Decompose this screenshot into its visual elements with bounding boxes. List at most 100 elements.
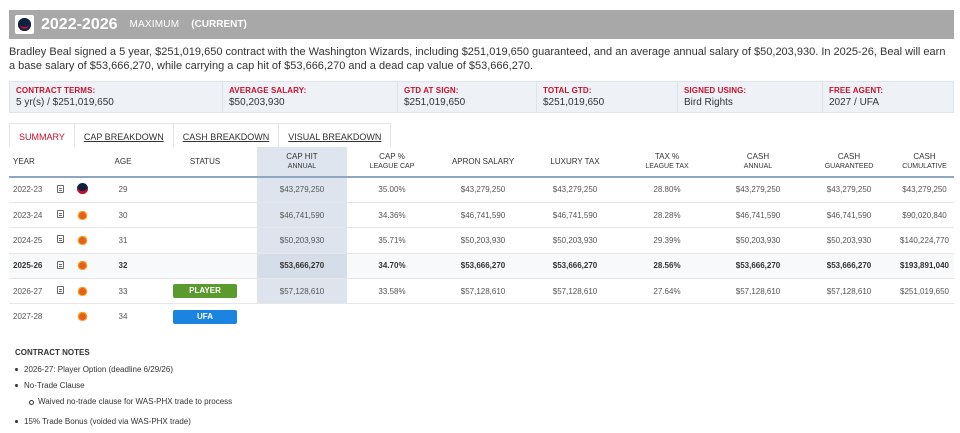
terms-signed-using: SIGNED USING: Bird Rights bbox=[678, 82, 823, 112]
terms-value: Bird Rights bbox=[684, 97, 733, 108]
row-age: 33 bbox=[93, 278, 153, 305]
row-cash-cum: $193,891,040 bbox=[895, 253, 954, 280]
row-cash-annual: $43,279,250 bbox=[713, 177, 803, 203]
row-cap-hit: $57,128,610 bbox=[257, 278, 347, 305]
row-cash-annual: $46,741,590 bbox=[713, 202, 803, 229]
row-cash-annual bbox=[713, 304, 803, 329]
col-cash-cum-main: CASH bbox=[913, 151, 936, 161]
row-luxury: $57,128,610 bbox=[529, 278, 621, 305]
note-subitem: Waived no-trade clause for WAS-PHX trade… bbox=[29, 397, 232, 407]
terms-label: AVERAGE SALARY: bbox=[229, 86, 307, 95]
row-cash-gtd bbox=[803, 304, 895, 329]
terms-value: 2027 / UFA bbox=[829, 97, 880, 108]
row-cap-pct: 33.58% bbox=[347, 278, 437, 305]
row-cash-gtd: $53,666,270 bbox=[803, 253, 895, 280]
doc-icon[interactable] bbox=[49, 202, 71, 229]
contract-notes-list: 2026-27: Player Option (deadline 6/29/26… bbox=[15, 365, 232, 427]
col-cash-gtd-main: CASH bbox=[837, 151, 861, 161]
note-item: No-Trade Clause bbox=[15, 381, 232, 391]
col-age[interactable]: AGE bbox=[93, 147, 153, 178]
row-status bbox=[153, 227, 257, 254]
row-cash-cum bbox=[895, 304, 954, 329]
row-luxury: $50,203,930 bbox=[529, 227, 621, 254]
col-cash-gtd[interactable]: CASH GUARANTEED bbox=[803, 147, 895, 178]
doc-icon[interactable] bbox=[49, 227, 71, 254]
row-tax-pct: 28.80% bbox=[621, 177, 713, 203]
row-cash-annual: $53,666,270 bbox=[713, 253, 803, 280]
row-luxury: $53,666,270 bbox=[529, 253, 621, 280]
col-cap-hit-sub: ANNUAL bbox=[287, 162, 317, 170]
row-cash-cum: $140,224,770 bbox=[895, 227, 954, 254]
contract-notes-title: CONTRACT NOTES bbox=[15, 348, 90, 357]
row-status: UFA bbox=[153, 304, 257, 329]
row-year: 2024-25 bbox=[9, 227, 49, 254]
terms-gtd-at-sign: GTD AT SIGN: $251,019,650 bbox=[398, 82, 537, 112]
col-year[interactable]: YEAR bbox=[9, 147, 49, 178]
terms-contract: CONTRACT TERMS: 5 yr(s) / $251,019,650 bbox=[10, 82, 223, 112]
doc-icon[interactable] bbox=[49, 177, 71, 203]
row-apron: $53,666,270 bbox=[437, 253, 529, 280]
wizards-logo-icon bbox=[15, 15, 34, 34]
row-tax-pct bbox=[621, 304, 713, 329]
row-cash-gtd: $50,203,930 bbox=[803, 227, 895, 254]
row-year: 2026-27 bbox=[9, 278, 49, 305]
col-cash-annual[interactable]: CASH ANNUAL bbox=[713, 147, 803, 178]
row-cap-pct: 34.36% bbox=[347, 202, 437, 229]
col-tax-pct[interactable]: TAX % LEAGUE TAX bbox=[621, 147, 713, 178]
col-cash-cum[interactable]: CASH CUMULATIVE bbox=[895, 147, 954, 178]
team-logo-icon bbox=[71, 253, 93, 280]
row-year: 2027-28 bbox=[13, 312, 43, 322]
terms-value: $50,203,930 bbox=[229, 97, 285, 108]
row-cap-hit bbox=[257, 304, 347, 329]
contract-years: 2022-2026 bbox=[41, 15, 118, 33]
col-cap-pct-sub: LEAGUE CAP bbox=[369, 162, 415, 170]
terms-total-gtd: TOTAL GTD: $251,019,650 bbox=[537, 82, 678, 112]
contract-terms-bar: CONTRACT TERMS: 5 yr(s) / $251,019,650 A… bbox=[9, 81, 954, 113]
row-apron: $46,741,590 bbox=[437, 202, 529, 229]
table-row: 2022-23 29 $43,279,250 35.00% $43,279,25… bbox=[9, 177, 954, 203]
team-logo-icon bbox=[71, 177, 93, 203]
doc-icon[interactable] bbox=[49, 253, 71, 280]
row-cap-pct: 35.00% bbox=[347, 177, 437, 203]
row-cash-gtd: $57,128,610 bbox=[803, 278, 895, 305]
col-cash-annual-sub: ANNUAL bbox=[743, 162, 773, 170]
row-cash-cum: $43,279,250 bbox=[895, 177, 954, 203]
col-cap-hit-main: CAP HIT bbox=[286, 151, 318, 161]
tab-cap-breakdown[interactable]: CAP BREAKDOWN bbox=[73, 123, 174, 147]
col-cap-hit[interactable]: CAP HIT ANNUAL bbox=[257, 147, 347, 178]
row-cash-cum: $90,020,840 bbox=[895, 202, 954, 229]
row-luxury: $43,279,250 bbox=[529, 177, 621, 203]
col-apron[interactable]: APRON SALARY bbox=[437, 147, 529, 178]
ufa-badge[interactable]: UFA bbox=[173, 309, 237, 324]
terms-label: TOTAL GTD: bbox=[543, 86, 592, 95]
row-cap-hit: $50,203,930 bbox=[257, 227, 347, 254]
row-tax-pct: 28.28% bbox=[621, 202, 713, 229]
doc-icon[interactable] bbox=[49, 278, 71, 305]
row-cap-hit: $46,741,590 bbox=[257, 202, 347, 229]
table-row: 2023-24 30 $46,741,590 34.36% $46,741,59… bbox=[9, 202, 954, 229]
row-luxury: $46,741,590 bbox=[529, 202, 621, 229]
row-cap-hit: $43,279,250 bbox=[257, 177, 347, 203]
row-apron: $43,279,250 bbox=[437, 177, 529, 203]
tab-cash-breakdown[interactable]: CASH BREAKDOWN bbox=[172, 123, 280, 147]
tab-summary[interactable]: SUMMARY bbox=[9, 123, 75, 147]
contract-description: Bradley Beal signed a 5 year, $251,019,6… bbox=[9, 46, 946, 72]
row-cash-annual: $57,128,610 bbox=[713, 278, 803, 305]
terms-value: $251,019,650 bbox=[404, 97, 466, 108]
col-cap-pct[interactable]: CAP % LEAGUE CAP bbox=[347, 147, 437, 178]
table-header-row: YEAR AGE STATUS CAP HIT ANNUAL CAP % LEAGU… bbox=[9, 147, 954, 178]
terms-value: $251,019,650 bbox=[543, 97, 605, 108]
player-option-badge[interactable]: PLAYER bbox=[173, 284, 237, 299]
col-status[interactable]: STATUS bbox=[153, 147, 257, 178]
row-luxury bbox=[529, 304, 621, 329]
tab-visual-breakdown[interactable]: VISUAL BREAKDOWN bbox=[278, 123, 392, 147]
table-row-current: 2025-26 32 $53,666,270 34.70% $53,666,27… bbox=[9, 253, 954, 280]
row-apron: $57,128,610 bbox=[437, 278, 529, 305]
terms-value: 5 yr(s) / $251,019,650 bbox=[16, 97, 114, 108]
terms-label: GTD AT SIGN: bbox=[404, 86, 459, 95]
row-cash-gtd: $43,279,250 bbox=[803, 177, 895, 203]
contract-type: MAXIMUM bbox=[129, 19, 180, 30]
col-luxury[interactable]: LUXURY TAX bbox=[529, 147, 621, 178]
row-age: 29 bbox=[93, 177, 153, 203]
col-doc bbox=[49, 147, 71, 178]
